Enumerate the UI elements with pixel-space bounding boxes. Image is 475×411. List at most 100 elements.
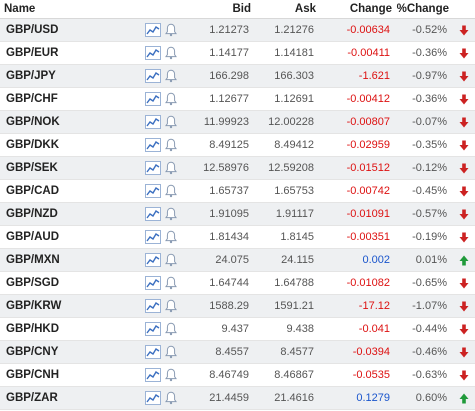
line-chart-icon[interactable] [145, 322, 161, 336]
bell-icon[interactable] [165, 69, 177, 83]
table-row[interactable]: GBP/KRW 1588.29 1591.21 -17.12 -1.07% [0, 294, 475, 318]
pair-name[interactable]: GBP/SGD [0, 271, 112, 295]
table-row[interactable]: GBP/CNY 8.4557 8.4577 -0.0394 -0.46% [0, 340, 475, 364]
line-chart-icon[interactable] [145, 299, 161, 313]
bell-icon[interactable] [165, 230, 177, 244]
ask-value: 21.4616 [274, 392, 314, 404]
bell-icon[interactable] [165, 23, 177, 37]
line-chart-icon[interactable] [145, 207, 161, 221]
bell-icon[interactable] [165, 46, 177, 60]
bid-column-header[interactable]: Bid [182, 0, 251, 19]
bell-icon[interactable] [165, 207, 177, 221]
line-chart-icon[interactable] [145, 138, 161, 152]
pair-name[interactable]: GBP/CNH [0, 363, 112, 387]
table-row[interactable]: GBP/DKK 8.49125 8.49412 -0.02959 -0.35% [0, 133, 475, 157]
table-row[interactable]: GBP/EUR 1.14177 1.14181 -0.00411 -0.36% [0, 41, 475, 65]
table-row[interactable]: GBP/ZAR 21.4459 21.4616 0.1279 0.60% [0, 386, 475, 410]
pct-change-column-header[interactable]: %Change [392, 0, 449, 19]
change-column-header[interactable]: Change [316, 0, 392, 19]
arrow-down-icon [459, 116, 469, 128]
pct-change-value: -0.46% [412, 346, 447, 358]
pair-name[interactable]: GBP/ZAR [0, 386, 112, 410]
pair-name[interactable]: GBP/USD [0, 18, 112, 42]
bid-value: 1588.29 [209, 300, 249, 312]
line-chart-icon[interactable] [145, 69, 161, 83]
pair-name[interactable]: GBP/CAD [0, 179, 112, 203]
ask-value: 1591.21 [274, 300, 314, 312]
change-value: -0.00351 [346, 231, 390, 243]
bid-value: 8.49125 [209, 139, 249, 151]
change-value: -0.01091 [346, 208, 390, 220]
line-chart-icon[interactable] [145, 391, 161, 405]
table-row[interactable]: GBP/NZD 1.91095 1.91117 -0.01091 -0.57% [0, 202, 475, 226]
line-chart-icon[interactable] [145, 230, 161, 244]
arrow-down-icon [459, 185, 469, 197]
bell-icon[interactable] [165, 92, 177, 106]
arrow-down-icon [459, 277, 469, 289]
line-chart-icon[interactable] [145, 368, 161, 382]
change-value: -1.621 [358, 70, 390, 82]
pair-name[interactable]: GBP/CHF [0, 87, 112, 111]
pair-name[interactable]: GBP/MXN [0, 248, 112, 272]
bell-icon[interactable] [165, 276, 177, 290]
table-row[interactable]: GBP/CAD 1.65737 1.65753 -0.00742 -0.45% [0, 179, 475, 203]
arrow-up-icon [459, 392, 469, 404]
table-row[interactable]: GBP/SEK 12.58976 12.59208 -0.01512 -0.12% [0, 156, 475, 180]
ask-value: 12.59208 [268, 162, 314, 174]
bell-icon[interactable] [165, 322, 177, 336]
pair-name[interactable]: GBP/KRW [0, 294, 112, 318]
bid-value: 1.81434 [209, 231, 249, 243]
line-chart-icon[interactable] [145, 345, 161, 359]
bell-icon[interactable] [165, 345, 177, 359]
pct-change-value: -0.36% [412, 93, 447, 105]
table-row[interactable]: GBP/USD 1.21273 1.21276 -0.00634 -0.52% [0, 18, 475, 42]
bid-value: 12.58976 [203, 162, 249, 174]
pair-name[interactable]: GBP/SEK [0, 156, 112, 180]
table-row[interactable]: GBP/AUD 1.81434 1.8145 -0.00351 -0.19% [0, 225, 475, 249]
pair-name[interactable]: GBP/EUR [0, 41, 112, 65]
pair-name[interactable]: GBP/DKK [0, 133, 112, 157]
ask-value: 1.64788 [274, 277, 314, 289]
table-row[interactable]: GBP/HKD 9.437 9.438 -0.041 -0.44% [0, 317, 475, 341]
line-chart-icon[interactable] [145, 115, 161, 129]
line-chart-icon[interactable] [145, 161, 161, 175]
table-row[interactable]: GBP/CHF 1.12677 1.12691 -0.00412 -0.36% [0, 87, 475, 111]
ask-column-header[interactable]: Ask [251, 0, 316, 19]
bell-icon[interactable] [165, 138, 177, 152]
bid-value: 9.437 [221, 323, 249, 335]
line-chart-icon[interactable] [145, 23, 161, 37]
pair-name[interactable]: GBP/CNY [0, 340, 112, 364]
bell-icon[interactable] [165, 161, 177, 175]
table-header-row: Name Bid Ask Change %Change [0, 0, 475, 19]
arrow-down-icon [459, 70, 469, 82]
bell-icon[interactable] [165, 253, 177, 267]
bid-value: 8.4557 [215, 346, 249, 358]
pair-name[interactable]: GBP/HKD [0, 317, 112, 341]
table-row[interactable]: GBP/MXN 24.075 24.115 0.002 0.01% [0, 248, 475, 272]
bell-icon[interactable] [165, 391, 177, 405]
bell-icon[interactable] [165, 368, 177, 382]
line-chart-icon[interactable] [145, 46, 161, 60]
line-chart-icon[interactable] [145, 253, 161, 267]
pair-name[interactable]: GBP/AUD [0, 225, 112, 249]
line-chart-icon[interactable] [145, 92, 161, 106]
arrow-down-icon [459, 369, 469, 381]
table-row[interactable]: GBP/JPY 166.298 166.303 -1.621 -0.97% [0, 64, 475, 88]
line-chart-icon[interactable] [145, 184, 161, 198]
bell-icon[interactable] [165, 115, 177, 129]
change-value: -0.00742 [346, 185, 390, 197]
arrow-down-icon [459, 300, 469, 312]
table-row[interactable]: GBP/SGD 1.64744 1.64788 -0.01082 -0.65% [0, 271, 475, 295]
line-chart-icon[interactable] [145, 276, 161, 290]
pair-name[interactable]: GBP/JPY [0, 64, 112, 88]
name-column-header[interactable]: Name [0, 0, 112, 19]
bell-icon[interactable] [165, 299, 177, 313]
pct-change-value: -0.44% [412, 323, 447, 335]
table-row[interactable]: GBP/NOK 11.99923 12.00228 -0.00807 -0.07% [0, 110, 475, 134]
pair-name[interactable]: GBP/NOK [0, 110, 112, 134]
pair-name[interactable]: GBP/NZD [0, 202, 112, 226]
bell-icon[interactable] [165, 184, 177, 198]
pct-change-value: -0.97% [412, 70, 447, 82]
table-row[interactable]: GBP/CNH 8.46749 8.46867 -0.0535 -0.63% [0, 363, 475, 387]
arrow-down-icon [459, 231, 469, 243]
